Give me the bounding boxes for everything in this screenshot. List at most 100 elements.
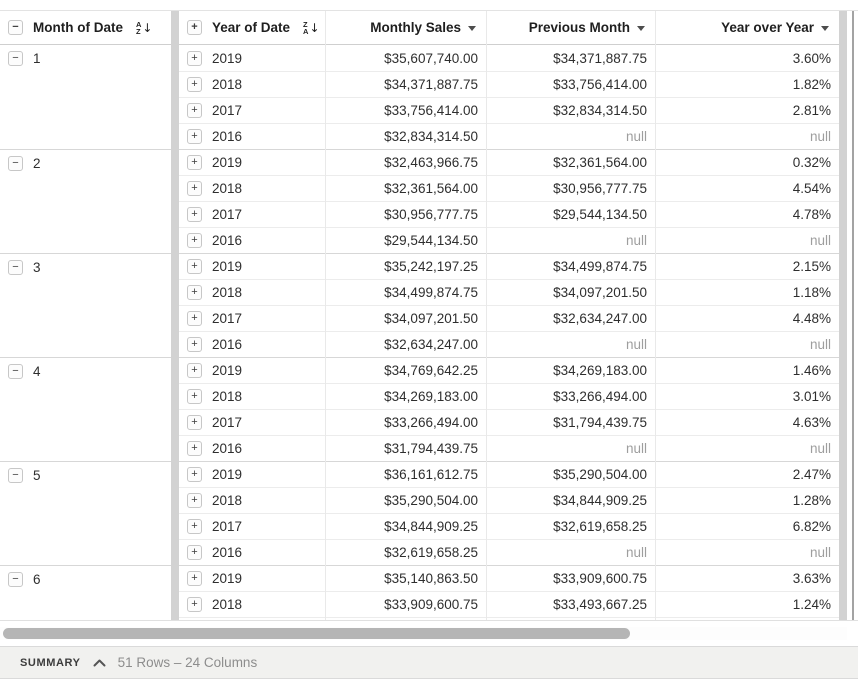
expand-row-button[interactable]: + bbox=[187, 311, 202, 326]
monthly-sales-cell[interactable]: $35,607,740.00 bbox=[384, 50, 478, 66]
year-row-cell[interactable]: +2016 bbox=[179, 227, 325, 253]
monthly-sales-cell[interactable]: $32,361,564.00 bbox=[326, 175, 486, 201]
expand-row-button[interactable]: + bbox=[187, 441, 202, 456]
year-row-cell[interactable]: +2018 bbox=[179, 487, 325, 513]
expand-row-button[interactable]: + bbox=[187, 519, 202, 534]
year-over-year-cell[interactable]: 2.47% bbox=[656, 461, 839, 487]
year-row-cell[interactable]: +2017 bbox=[179, 513, 325, 539]
dropdown-caret-icon[interactable] bbox=[468, 26, 476, 31]
year-row-cell[interactable]: +2017 bbox=[179, 97, 325, 123]
dropdown-caret-icon[interactable] bbox=[637, 26, 645, 31]
year-over-year-cell[interactable]: 1.24% bbox=[656, 591, 839, 617]
expand-row-button[interactable]: + bbox=[187, 389, 202, 404]
column-section-gutter[interactable] bbox=[839, 11, 847, 620]
expand-row-button[interactable]: + bbox=[187, 337, 202, 352]
expand-row-button[interactable]: + bbox=[187, 207, 202, 222]
previous-month-cell[interactable]: $32,634,247.00 bbox=[487, 305, 655, 331]
monthly-sales-cell[interactable]: $34,844,909.25 bbox=[326, 513, 486, 539]
monthly-sales-cell[interactable]: $30,956,777.75 bbox=[326, 201, 486, 227]
monthly-sales-cell[interactable]: $33,756,414.00 bbox=[326, 97, 486, 123]
monthly-sales-cell[interactable]: $35,242,197.25 bbox=[326, 253, 486, 279]
year-over-year-cell[interactable]: 4.78% bbox=[656, 201, 839, 227]
previous-month-cell[interactable]: $34,371,887.75 bbox=[553, 50, 647, 66]
dropdown-caret-icon[interactable] bbox=[821, 26, 829, 31]
horizontal-scrollbar-track[interactable] bbox=[0, 627, 847, 640]
year-over-year-cell[interactable]: 6.82% bbox=[656, 513, 839, 539]
expand-row-button[interactable]: + bbox=[187, 467, 202, 482]
previous-month-cell[interactable]: $29,544,134.50 bbox=[487, 201, 655, 227]
year-over-year-cell[interactable]: 0.32% bbox=[656, 149, 839, 175]
year-over-year-cell[interactable]: 1.28% bbox=[656, 487, 839, 513]
previous-month-cell[interactable]: null bbox=[487, 123, 655, 149]
previous-month-cell[interactable]: null bbox=[487, 539, 655, 565]
monthly-sales-cell[interactable]: $34,499,874.75 bbox=[326, 279, 486, 305]
expand-row-button[interactable]: + bbox=[187, 259, 202, 274]
previous-month-cell[interactable]: $35,290,504.00 bbox=[487, 461, 655, 487]
month-group-cell[interactable]: −1 bbox=[0, 45, 171, 149]
year-row-cell[interactable]: +2016 bbox=[179, 435, 325, 461]
monthly-sales-cell[interactable]: $32,834,314.50 bbox=[326, 123, 486, 149]
expand-row-button[interactable]: + bbox=[187, 285, 202, 300]
collapse-group-button[interactable]: − bbox=[8, 260, 23, 275]
month-group-cell[interactable]: −2 bbox=[0, 149, 171, 253]
previous-month-cell[interactable]: $31,794,439.75 bbox=[487, 409, 655, 435]
year-row-cell[interactable]: +2019 bbox=[179, 45, 325, 71]
monthly-sales-cell[interactable]: $32,463,966.75 bbox=[326, 149, 486, 175]
expand-row-button[interactable]: + bbox=[187, 129, 202, 144]
monthly-sales-cell[interactable]: $35,290,504.00 bbox=[326, 487, 486, 513]
collapse-group-button[interactable]: − bbox=[8, 468, 23, 483]
expand-row-button[interactable]: + bbox=[187, 233, 202, 248]
year-row-cell[interactable]: +2019 bbox=[179, 565, 325, 591]
summary-toggle-label[interactable]: SUMMARY bbox=[20, 656, 81, 669]
year-row-cell[interactable]: +2019 bbox=[179, 253, 325, 279]
expand-row-button[interactable]: + bbox=[187, 415, 202, 430]
year-over-year-cell[interactable]: 1.82% bbox=[656, 71, 839, 97]
previous-month-cell[interactable]: null bbox=[487, 227, 655, 253]
year-row-cell[interactable]: +2018 bbox=[179, 591, 325, 617]
expand-row-button[interactable]: + bbox=[187, 363, 202, 378]
monthly-sales-cell[interactable]: $36,161,612.75 bbox=[326, 461, 486, 487]
previous-month-cell[interactable]: $30,956,777.75 bbox=[487, 175, 655, 201]
expand-row-button[interactable]: + bbox=[187, 77, 202, 92]
year-over-year-cell[interactable]: 4.63% bbox=[656, 409, 839, 435]
year-row-cell[interactable]: +2017 bbox=[179, 201, 325, 227]
previous-month-cell[interactable]: $33,909,600.75 bbox=[487, 565, 655, 591]
monthly-sales-cell[interactable]: $35,140,863.50 bbox=[326, 565, 486, 591]
expand-row-button[interactable]: + bbox=[187, 50, 202, 66]
monthly-sales-cell[interactable]: $34,269,183.00 bbox=[326, 383, 486, 409]
month-group-cell[interactable]: −6 bbox=[0, 565, 171, 617]
previous-month-cell[interactable]: $34,097,201.50 bbox=[487, 279, 655, 305]
year-over-year-cell[interactable]: null bbox=[656, 227, 839, 253]
year-row-cell[interactable]: +2016 bbox=[179, 539, 325, 565]
expand-row-button[interactable]: + bbox=[187, 181, 202, 196]
previous-month-cell[interactable]: $34,499,874.75 bbox=[487, 253, 655, 279]
column-header-year-of-date[interactable]: + Year of Date Z A ↓ bbox=[179, 11, 325, 45]
expand-row-button[interactable]: + bbox=[187, 103, 202, 118]
previous-month-cell[interactable]: $32,619,658.25 bbox=[487, 513, 655, 539]
expand-row-button[interactable]: + bbox=[187, 155, 202, 170]
previous-month-cell[interactable]: $33,493,667.25 bbox=[487, 591, 655, 617]
year-row-cell[interactable]: +2019 bbox=[179, 461, 325, 487]
collapse-group-button[interactable]: − bbox=[8, 51, 23, 66]
monthly-sales-cell[interactable]: $34,769,642.25 bbox=[326, 357, 486, 383]
expand-row-button[interactable]: + bbox=[187, 493, 202, 508]
year-over-year-cell[interactable]: 3.63% bbox=[656, 565, 839, 591]
expand-row-button[interactable]: + bbox=[187, 597, 202, 612]
year-over-year-cell[interactable]: null bbox=[656, 331, 839, 357]
year-row-cell[interactable]: +2018 bbox=[179, 383, 325, 409]
year-over-year-cell[interactable]: 1.46% bbox=[656, 357, 839, 383]
year-over-year-cell[interactable]: 4.48% bbox=[656, 305, 839, 331]
monthly-sales-cell[interactable]: $29,544,134.50 bbox=[326, 227, 486, 253]
collapse-group-button[interactable]: − bbox=[8, 364, 23, 379]
column-header-monthly-sales[interactable]: Monthly Sales bbox=[326, 11, 486, 45]
collapse-group-button[interactable]: − bbox=[8, 572, 23, 587]
previous-month-cell[interactable]: null bbox=[487, 435, 655, 461]
sort-ascending-icon[interactable]: A Z ↓ bbox=[136, 20, 152, 35]
year-over-year-cell[interactable]: 2.15% bbox=[656, 253, 839, 279]
expand-row-button[interactable]: + bbox=[187, 545, 202, 560]
previous-month-cell[interactable]: $33,266,494.00 bbox=[487, 383, 655, 409]
frozen-column-gutter[interactable] bbox=[171, 11, 179, 620]
year-over-year-cell[interactable]: 3.01% bbox=[656, 383, 839, 409]
year-over-year-cell[interactable]: 3.60% bbox=[792, 50, 831, 66]
month-group-cell[interactable]: −4 bbox=[0, 357, 171, 461]
